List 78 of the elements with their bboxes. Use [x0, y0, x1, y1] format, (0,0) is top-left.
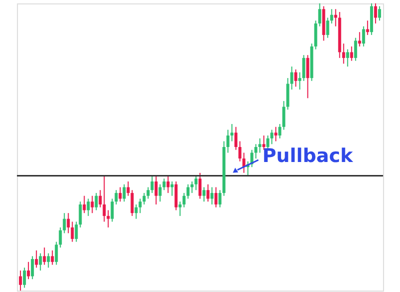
candlestick [206, 184, 210, 202]
candlestick [166, 175, 170, 194]
candlestick [82, 195, 86, 214]
candlestick [86, 198, 90, 216]
candlestick [182, 192, 186, 208]
candlestick [186, 184, 190, 200]
candlestick [174, 180, 178, 211]
candlestick [270, 129, 274, 145]
candlestick [226, 129, 230, 154]
candlestick [326, 17, 330, 38]
candlestick [198, 172, 202, 200]
candlestick [194, 175, 198, 191]
candlestick [138, 198, 142, 214]
candlestick [354, 37, 358, 62]
candlestick [374, 2, 378, 24]
candlestick [218, 190, 222, 208]
candlestick [278, 124, 282, 139]
candlestick [378, 6, 382, 22]
candlestick [282, 100, 286, 130]
candlestick [302, 54, 306, 82]
candlestick [290, 66, 294, 90]
candlestick [158, 184, 162, 202]
candlestick [274, 126, 278, 142]
candlestick [262, 135, 266, 150]
candlestick [230, 124, 234, 142]
candlestick [210, 186, 214, 205]
candlestick [342, 43, 346, 64]
candlestick [46, 252, 50, 268]
candlestick [318, 2, 322, 27]
candlestick [234, 126, 238, 150]
candlestick [286, 78, 290, 110]
candlestick [78, 201, 82, 228]
candlestick [74, 221, 78, 242]
candlestick [366, 20, 370, 36]
candlestick [122, 184, 126, 202]
candlestick [142, 192, 146, 205]
candlestick [22, 267, 26, 288]
candlestick [146, 186, 150, 200]
candlestick [178, 201, 182, 216]
candlestick [214, 186, 218, 208]
candlestick [258, 138, 262, 154]
candlestick [38, 252, 42, 272]
candlestick [58, 226, 62, 248]
candlestick [134, 204, 138, 220]
candlestick [106, 210, 110, 228]
candlestick [346, 48, 350, 68]
candlestick [202, 186, 206, 202]
candlestick [54, 241, 58, 266]
candlestick [306, 54, 310, 99]
candlestick [150, 175, 154, 194]
annotation: Pullback [262, 144, 354, 167]
candlestick [62, 212, 66, 234]
candlestick [362, 26, 366, 47]
candlestick [18, 270, 22, 292]
candlestick [126, 180, 130, 196]
candlestick [66, 212, 70, 234]
candlestick [70, 221, 74, 242]
candlestick [154, 175, 158, 205]
candlestick [110, 198, 114, 222]
candlestick [42, 247, 46, 266]
candlestick [50, 250, 54, 266]
candlestick [314, 20, 318, 50]
candlestick [90, 195, 94, 214]
candlestick [30, 256, 34, 280]
candlestick [130, 190, 134, 216]
candlestick [330, 8, 334, 24]
candlestick [238, 140, 242, 162]
candlestick [294, 68, 298, 88]
candlestick [34, 250, 38, 268]
candlestick [102, 175, 106, 222]
candlestick [94, 192, 98, 211]
candlestick [162, 178, 166, 191]
candlestick [350, 46, 354, 62]
candlestick [358, 32, 362, 47]
candlestick [118, 186, 122, 202]
candlestick [254, 144, 258, 159]
candlestick [26, 261, 30, 280]
candlestick [114, 190, 118, 205]
